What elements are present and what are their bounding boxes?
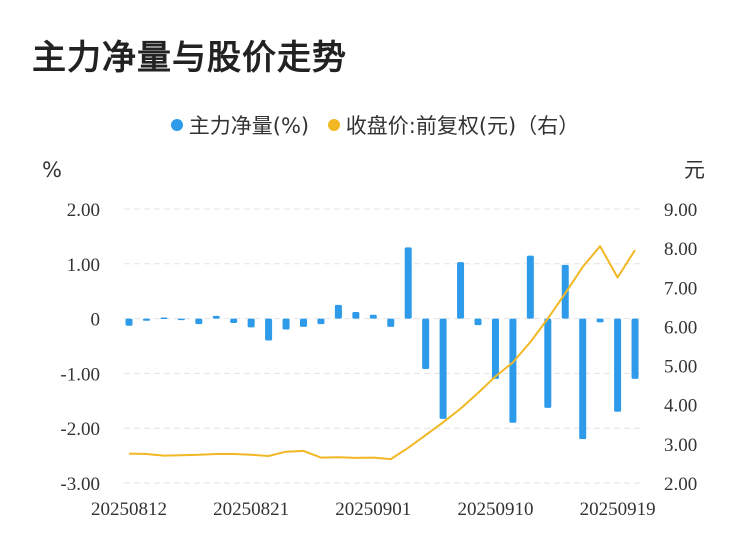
bar-mark [474,318,482,326]
bar-mark [422,318,430,370]
legend-item-net-volume[interactable]: 主力净量(%) [170,110,310,140]
left-axis-tick: -3.00 [60,474,100,495]
left-axis-tick: -1.00 [60,364,100,385]
legend-dot-blue [170,119,183,131]
legend-item-close-price[interactable]: 收盘价:前复权(元)（右） [327,110,580,140]
right-axis-unit: 元 [684,158,705,182]
left-axis-tick: 2.00 [67,200,100,221]
left-axis-tick: 1.00 [67,255,100,276]
bar-mark [177,318,185,321]
x-axis-tick: 20250821 [213,499,289,520]
bar-mark [265,318,273,341]
bar-mark [212,315,220,319]
bar-mark [300,318,307,327]
bar-mark [160,317,168,320]
x-axis-tick: 20250910 [457,499,533,520]
right-axis-tick: 5.00 [664,357,697,378]
legend-label-net-volume: 主力净量(%) [188,114,310,138]
bar-mark [282,318,290,330]
bar-mark [596,318,604,323]
bar-mark [317,318,325,325]
right-axis-tick: 8.00 [664,239,697,260]
chart-title: 主力净量与股价走势 [32,38,347,78]
bar-mark [195,318,203,325]
bar-mark [352,312,360,319]
right-axis-tick: 9.00 [664,200,697,221]
right-axis-tick: 6.00 [664,317,697,338]
left-axis-tick: 0 [91,310,101,331]
bar-mark [439,318,447,419]
bar-mark [579,318,587,440]
bar-mark [526,255,534,319]
left-axis-unit: % [42,158,62,182]
bar-mark [125,318,133,326]
right-axis-tick: 3.00 [664,435,697,456]
bar-mark [491,318,499,379]
bar-mark [631,318,639,379]
bar-mark [334,304,342,319]
bar-mark [369,314,377,319]
x-axis-tick: 20250901 [335,499,411,520]
bar-mark [509,318,517,423]
right-axis-tick: 2.00 [664,474,697,495]
bar-mark [404,247,412,319]
bar-mark [614,318,622,412]
legend-dot-yellow [327,119,340,131]
bar-mark [544,318,552,408]
bar-mark [142,318,150,321]
chart-legend: 主力净量(%) 收盘价:前复权(元)（右） [0,110,750,140]
bar-mark [457,262,465,319]
bar-mark [387,318,395,327]
right-axis-tick: 4.00 [664,396,697,417]
x-axis-tick: 20250919 [580,499,656,520]
right-axis-tick: 7.00 [664,278,697,299]
close-price-line [128,245,636,461]
left-axis-tick: -2.00 [60,419,100,440]
bar-mark [230,318,238,323]
legend-label-close-price: 收盘价:前复权(元)（右） [345,114,580,138]
x-axis-tick: 20250812 [91,499,167,520]
bar-mark [247,318,255,328]
